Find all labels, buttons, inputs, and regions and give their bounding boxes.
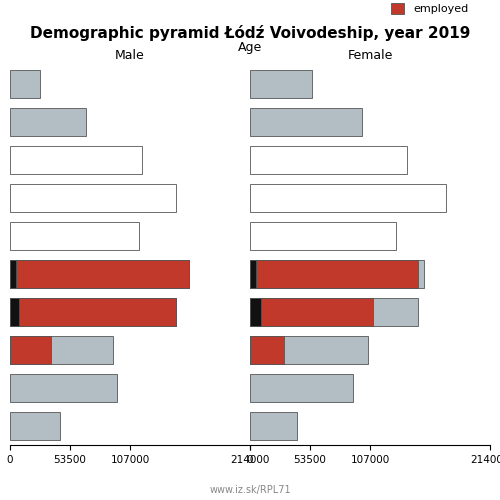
Bar: [250, 184, 446, 212]
Bar: [10, 260, 16, 288]
Bar: [10, 108, 86, 136]
Bar: [250, 412, 297, 440]
Bar: [250, 260, 418, 288]
Text: Demographic pyramid Łódź Voivodeship, year 2019: Demographic pyramid Łódź Voivodeship, ye…: [30, 25, 470, 41]
Bar: [250, 108, 362, 136]
Bar: [10, 184, 176, 212]
Bar: [10, 260, 190, 288]
Bar: [250, 298, 261, 326]
Bar: [250, 70, 312, 98]
Bar: [250, 260, 424, 288]
Bar: [250, 336, 284, 364]
Bar: [250, 260, 256, 288]
Bar: [250, 146, 407, 174]
Bar: [250, 298, 418, 326]
Text: www.iz.sk/RPL71: www.iz.sk/RPL71: [209, 485, 291, 495]
Bar: [250, 336, 368, 364]
Bar: [10, 336, 51, 364]
Bar: [10, 298, 176, 326]
Bar: [10, 298, 19, 326]
Bar: [250, 222, 396, 250]
Bar: [10, 222, 139, 250]
Bar: [10, 298, 176, 326]
Bar: [10, 70, 40, 98]
Bar: [10, 260, 190, 288]
Bar: [10, 412, 60, 440]
Bar: [10, 374, 117, 402]
Text: Age: Age: [238, 40, 262, 54]
Title: Female: Female: [348, 50, 393, 62]
Bar: [250, 298, 374, 326]
Bar: [250, 374, 353, 402]
Bar: [10, 336, 113, 364]
Title: Male: Male: [115, 50, 145, 62]
Legend: inactive, unemployed, employed: inactive, unemployed, employed: [386, 0, 487, 18]
Bar: [10, 146, 142, 174]
